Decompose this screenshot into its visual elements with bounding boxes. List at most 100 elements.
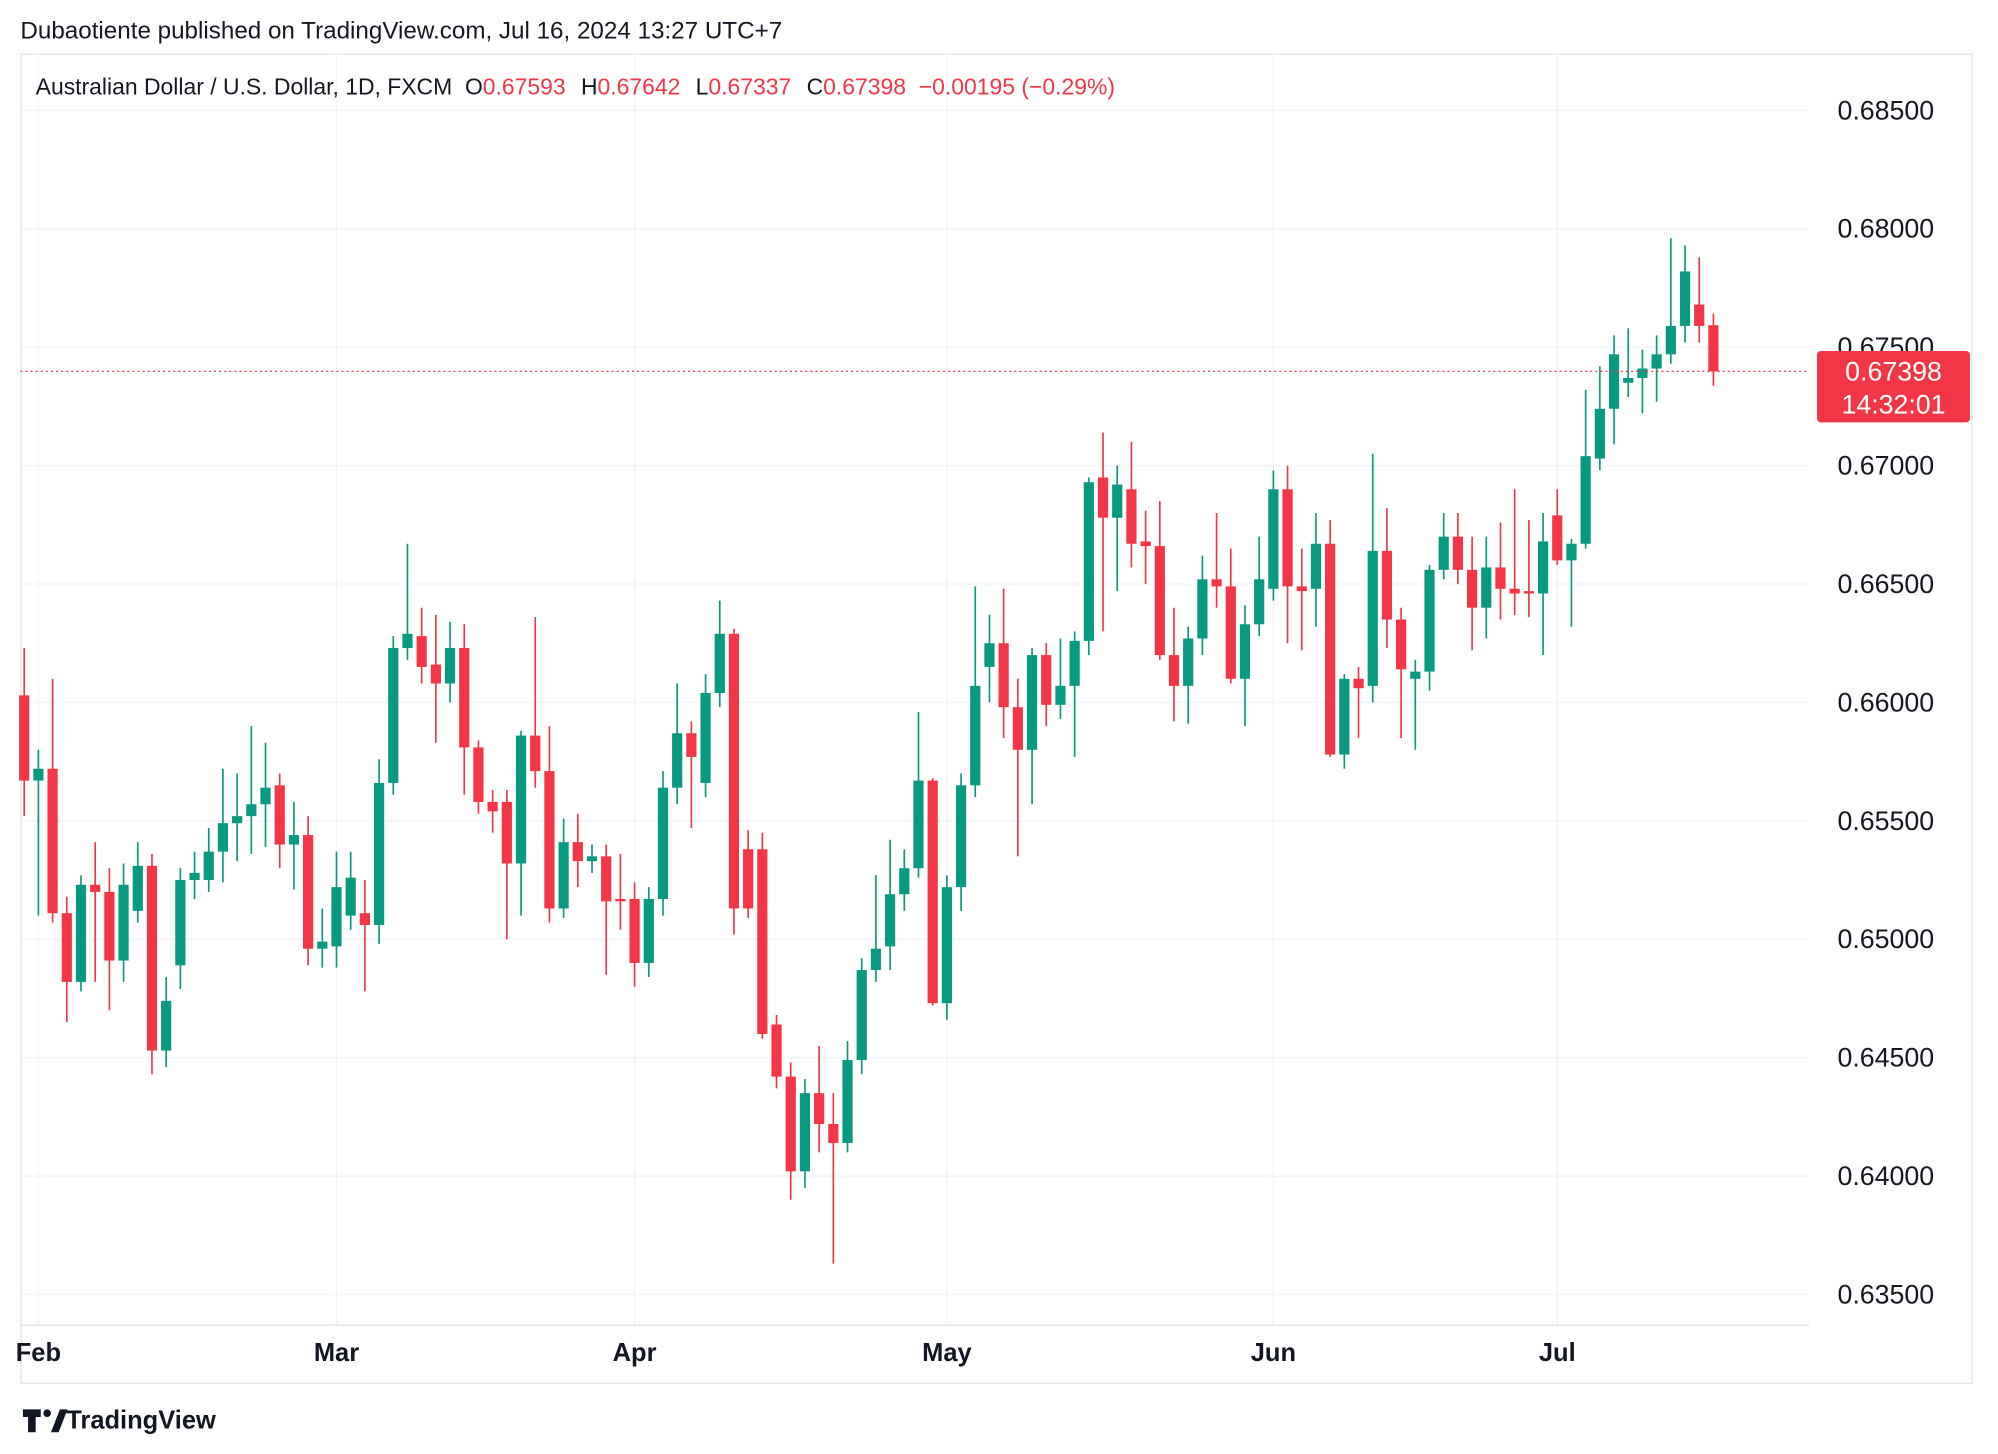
footer-brand: TradingView — [66, 1406, 216, 1434]
candle-body — [1126, 489, 1137, 544]
candle-body — [33, 768, 44, 781]
y-tick-label: 0.65000 — [1837, 924, 1934, 954]
candle-body — [799, 1093, 811, 1172]
candle-body — [1041, 655, 1052, 705]
candle-body — [1367, 550, 1378, 686]
candle-body — [317, 941, 328, 949]
x-tick-label: Apr — [613, 1339, 657, 1367]
ohlc-value: 0.67642 — [598, 73, 681, 99]
candle-body — [430, 664, 441, 684]
symbol-name: Australian Dollar / U.S. Dollar, 1D, FXC… — [36, 73, 453, 99]
candle-body — [970, 685, 981, 786]
last-price-label: 0.67398 — [1845, 356, 1942, 386]
candle-body — [1410, 671, 1421, 679]
candle-body — [1708, 325, 1719, 372]
candle-body — [1594, 408, 1605, 459]
candle-body — [1168, 655, 1180, 686]
candle-body — [1055, 685, 1066, 705]
candle-body — [1679, 271, 1691, 326]
candle-body — [274, 785, 285, 845]
candle-body — [459, 647, 470, 748]
candle-body — [672, 733, 683, 788]
candle-body — [984, 643, 995, 667]
candle-body — [515, 735, 527, 864]
candle-body — [1140, 541, 1151, 547]
logo-mark — [50, 1409, 68, 1433]
y-tick-label: 0.68000 — [1837, 214, 1934, 244]
candle-body — [1097, 477, 1109, 518]
candle-body — [1282, 489, 1293, 587]
candle-body — [1608, 354, 1620, 409]
candle-body — [842, 1060, 853, 1143]
y-tick-label: 0.64500 — [1837, 1043, 1934, 1073]
y-tick-label: 0.65500 — [1837, 806, 1934, 836]
candle-body — [61, 913, 72, 982]
candle-body — [146, 865, 158, 1051]
candle-body — [1012, 707, 1023, 750]
candle-body — [913, 780, 924, 869]
candle-body — [118, 884, 129, 961]
candle-body — [189, 872, 200, 881]
legend-header: Australian Dollar / U.S. Dollar, 1D, FXC… — [36, 73, 1115, 99]
candle-body — [487, 801, 498, 812]
candle-body — [1694, 304, 1705, 326]
candle-body — [47, 768, 58, 914]
candle-body — [870, 948, 882, 971]
candle-body — [771, 1024, 782, 1077]
y-tick-label: 0.66500 — [1837, 569, 1934, 599]
ohlc-key: H — [581, 73, 598, 99]
y-tick-label: 0.68500 — [1837, 95, 1934, 125]
candle-body — [530, 735, 541, 772]
logo-dot — [43, 1409, 51, 1417]
candle-body — [885, 894, 896, 947]
candle-body — [132, 865, 143, 911]
candle-body — [232, 816, 243, 824]
candle-body — [416, 636, 427, 667]
candle-body — [104, 891, 115, 961]
candle-body — [544, 771, 555, 909]
candle-body — [161, 1000, 172, 1051]
candle-body — [1339, 678, 1350, 755]
candle-body — [1225, 586, 1236, 679]
candle-body — [1467, 569, 1478, 608]
candle-body — [1552, 515, 1563, 561]
candle-body — [203, 851, 214, 881]
tradingview-logo: TradingView — [22, 1406, 216, 1434]
candle-body — [899, 868, 910, 895]
candle-body — [927, 780, 938, 1004]
candle-body — [331, 887, 342, 947]
candle-body — [856, 970, 867, 1061]
candle-body — [998, 643, 1009, 708]
candle-body — [1381, 550, 1393, 620]
candle-body — [1239, 624, 1251, 679]
candle-body — [402, 633, 413, 648]
y-tick-label: 0.64000 — [1837, 1161, 1934, 1191]
candle-body — [1481, 567, 1492, 608]
x-tick-label: Jul — [1539, 1339, 1576, 1367]
x-tick-label: May — [922, 1339, 972, 1367]
candle-body — [814, 1093, 825, 1124]
candle-body — [657, 787, 669, 899]
candle-body — [388, 647, 399, 783]
candle-body — [1197, 579, 1208, 639]
candle-body — [1566, 543, 1577, 561]
candle-body — [1112, 484, 1123, 518]
ohlc-value: 0.67337 — [708, 73, 791, 99]
candle-body — [1424, 569, 1435, 672]
x-tick-label: Mar — [314, 1339, 359, 1367]
candle-body — [75, 884, 87, 982]
candle-body — [1183, 638, 1194, 686]
candle-body — [1495, 567, 1506, 589]
candle-body — [1154, 546, 1165, 656]
candle-body — [785, 1076, 796, 1172]
candle-body — [686, 733, 697, 757]
candle-body — [601, 856, 612, 902]
logo-mark — [22, 1409, 41, 1433]
candle-body — [1438, 536, 1449, 570]
candle-body — [1296, 586, 1307, 592]
candle-body — [1026, 655, 1038, 750]
candle-body — [175, 880, 186, 966]
candle-body — [1083, 482, 1094, 641]
